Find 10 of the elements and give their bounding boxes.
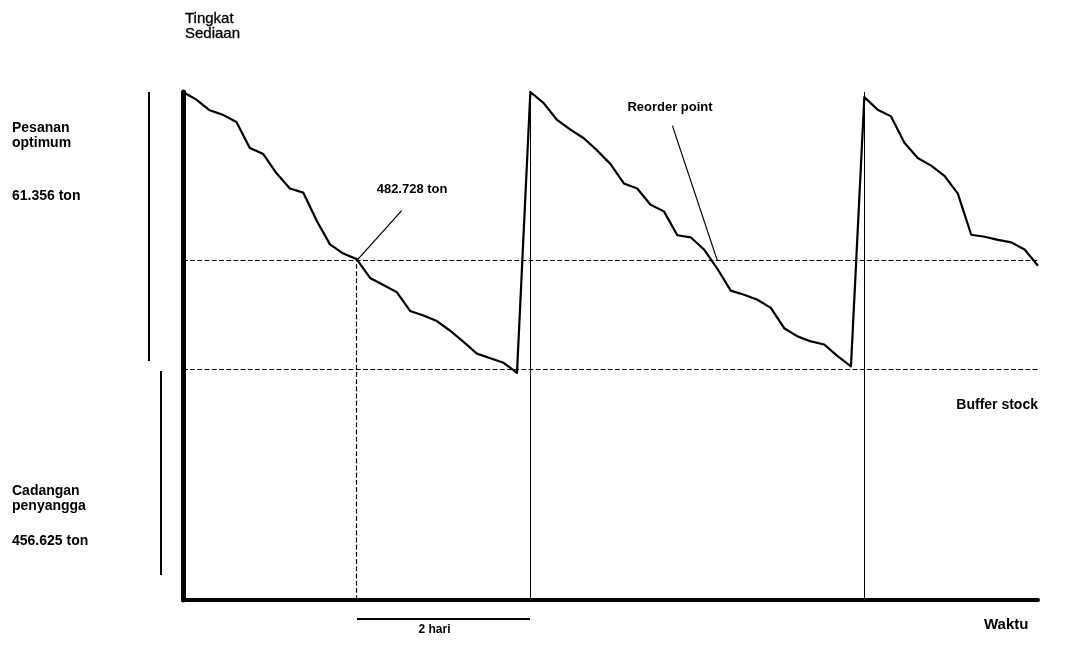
annotation: Reorder point [627,98,713,114]
text: Cadangan penyangga [12,482,87,513]
text: 61.356 ton [12,187,81,203]
text: 456.625 ton [12,532,89,548]
y-axis-title: Tingkat Sediaan [185,9,242,41]
text: 2 hari [418,622,451,637]
x-axis-title: Waktu [984,615,1029,632]
ref-line-label: Buffer stock [956,395,1039,412]
text: Pesanan optimum [12,119,73,150]
annotation: 482.728 ton [376,180,448,196]
